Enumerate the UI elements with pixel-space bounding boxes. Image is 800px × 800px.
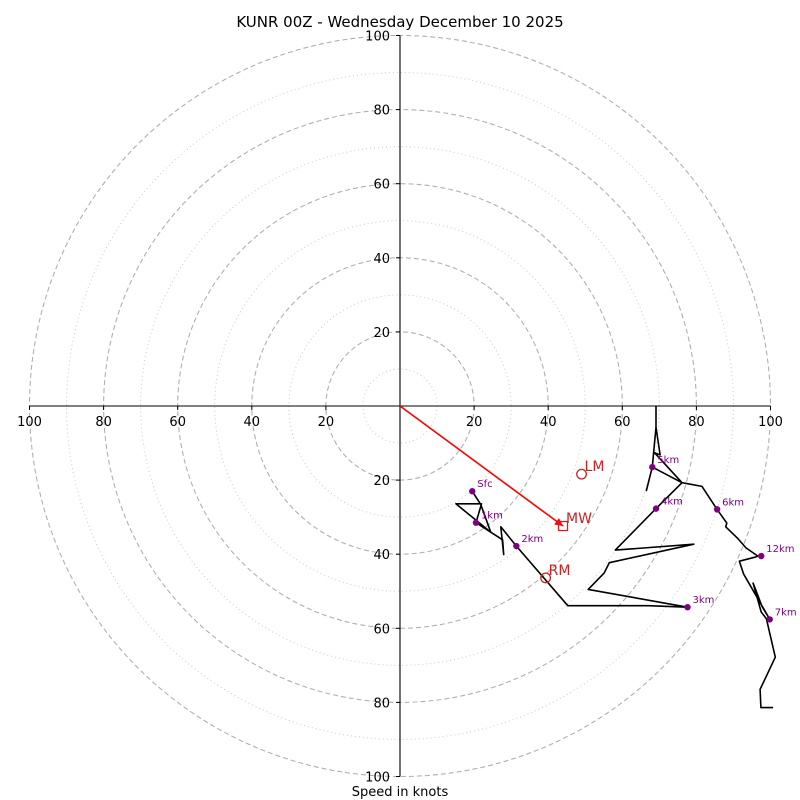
x-tick-label: 20 [318,415,335,430]
tick-labels: 100 80 60 40 20 20 40 60 80 100 100 80 60 40 20 20 40 60 8… [17,30,783,786]
hodograph-trace [455,405,777,709]
height-label-6km: 6km [722,497,744,508]
x-tick-label: 20 [466,415,483,430]
marker-lm [576,468,587,480]
y-tick-label: 100 [365,771,390,786]
height-point-5km [649,463,656,471]
height-point-6km [713,506,721,513]
height-label-sfc: Sfc [477,479,492,490]
height-point-sfc [469,488,476,495]
x-tick-label: 40 [540,415,557,430]
x-tick-label: 80 [95,415,112,430]
mean-wind-vector [399,405,564,527]
height-points-layer: Sfc 1km 2km 3km 4km 5km 6km 7km 12km [469,455,797,623]
height-point-2km [513,542,520,550]
x-axis-label: Speed in knots [352,785,449,800]
height-label-7km: 7km [775,607,797,618]
y-tick-label: 100 [365,30,390,45]
chart-title: KUNR 00Z - Wednesday December 10 2025 [236,13,563,31]
y-tick-label: 80 [373,104,390,119]
x-tick-label: 60 [614,415,631,430]
y-tick-label: 60 [373,622,390,637]
height-label-12km: 12km [766,544,794,555]
storm-motion-markers: LM MW RM [540,459,605,584]
marker-rm [540,572,552,584]
height-point-1km [472,519,480,526]
y-tick-label: 20 [373,326,390,341]
x-tick-label: 80 [688,415,705,430]
height-point-12km [758,552,765,560]
marker-label-mw: MW [566,511,592,527]
marker-mw [557,520,569,532]
x-tick-label: 60 [169,415,186,430]
x-tick-label: 100 [17,415,42,430]
marker-label-rm: RM [549,563,571,579]
marker-label-lm: LM [585,459,605,475]
hodograph-trace-layer [455,405,777,709]
height-label-1km: 1km [481,511,503,522]
height-label-4km: 4km [661,497,683,508]
y-tick-label: 40 [373,548,390,563]
height-label-3km: 3km [693,595,715,606]
height-label-5km: 5km [657,455,679,466]
height-point-3km [684,603,691,611]
y-tick-label: 40 [373,252,390,267]
height-label-2km: 2km [521,534,543,545]
height-point-7km [766,616,773,623]
x-tick-label: 40 [244,415,261,430]
x-tick-label: 100 [758,415,783,430]
y-tick-label: 80 [373,696,390,711]
y-tick-label: 60 [373,178,390,193]
y-tick-label: 20 [373,474,390,489]
height-point-4km [652,505,660,512]
